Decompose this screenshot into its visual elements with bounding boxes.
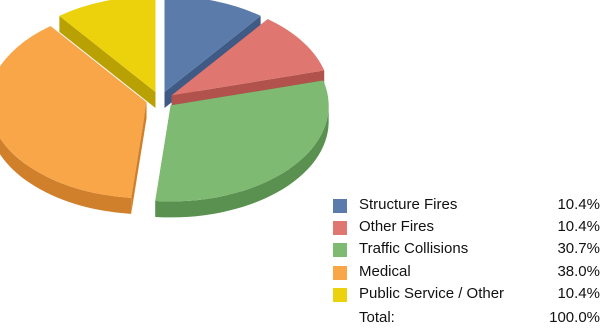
legend-label: Other Fires: [359, 218, 435, 236]
legend-value: 30.7%: [557, 240, 600, 258]
legend-value: 10.4%: [557, 218, 600, 236]
legend-label: Public Service / Other: [359, 284, 505, 302]
legend-total-row: Total: 100.0%: [333, 306, 600, 328]
pie-slice-public-service-other: [59, 0, 156, 93]
legend-label: Traffic Collisions: [359, 240, 469, 258]
legend-label: Structure Fires: [359, 196, 458, 213]
pie-side-traffic-collisions: [155, 105, 329, 218]
legend-item-medical: Medical 38.0%: [333, 262, 600, 284]
legend-swatch: [333, 287, 347, 302]
legend-value: 10.4%: [557, 196, 600, 213]
legend-item-other-fires: Other Fires 10.4%: [333, 217, 600, 239]
legend-total-label: Total:: [359, 308, 395, 326]
legend-item-public-service-other: Public Service / Other 10.4%: [333, 284, 600, 306]
legend-total-value: 100.0%: [549, 308, 600, 326]
legend-swatch: [333, 199, 347, 213]
legend-value: 10.4%: [557, 284, 600, 302]
chart-legend: Structure Fires 10.4% Other Fires 10.4% …: [333, 195, 600, 328]
pie-slice-structure-fires: [164, 0, 261, 93]
pie-side-medical: [0, 138, 132, 214]
pie-slice-traffic-collisions: [155, 80, 329, 202]
legend-swatch: [333, 221, 347, 236]
legend-item-traffic-collisions: Traffic Collisions 30.7%: [333, 239, 600, 261]
legend-swatch: [333, 243, 347, 258]
legend-label: Medical: [359, 262, 411, 280]
pie-slice-other-fires: [171, 19, 325, 96]
pie-cut-public-service-other-0: [59, 15, 156, 109]
pie-slice-medical: [0, 26, 147, 198]
legend-value: 38.0%: [557, 262, 600, 280]
legend-swatch: [333, 265, 347, 280]
legend-item-structure-fires: Structure Fires 10.4%: [333, 195, 600, 217]
pie-cut-medical-0: [131, 102, 147, 214]
pie-top-layer: [0, 0, 329, 202]
